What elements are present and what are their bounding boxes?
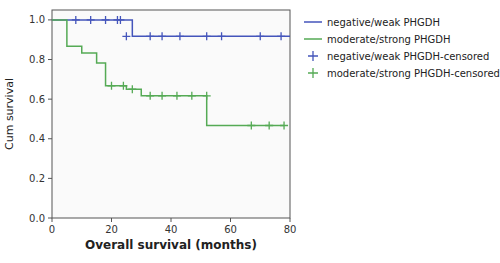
y-tick (48, 59, 52, 60)
y-tick-label: 0.6 (29, 94, 45, 105)
legend-label: negative/weak PHGDH-censored (327, 51, 489, 62)
x-tick (171, 218, 172, 222)
censored-mark (119, 82, 127, 90)
legend-label: negative/weak PHGDH (327, 17, 440, 28)
legend-label: moderate/strong PHGDH (327, 34, 451, 45)
x-tick (111, 218, 112, 222)
censored-mark (280, 121, 288, 129)
y-tick (48, 19, 52, 20)
censored-mark (203, 32, 211, 40)
legend-swatch (308, 51, 318, 61)
censored-mark (188, 92, 196, 100)
x-tick (290, 218, 291, 222)
censored-mark (102, 16, 110, 24)
y-tick-label: 0.4 (29, 133, 45, 144)
censored-mark (218, 32, 226, 40)
legend-label: moderate/strong PHGDH-censored (327, 68, 500, 79)
censored-mark (116, 16, 124, 24)
y-tick-label: 0.0 (29, 213, 45, 224)
censored-mark (128, 85, 136, 93)
censored-mark (158, 92, 166, 100)
censored-mark (256, 32, 264, 40)
plot-area (52, 10, 290, 218)
x-axis-label: Overall survival (months) (85, 238, 257, 252)
censored-mark (146, 92, 154, 100)
data-layer (52, 16, 290, 130)
y-tick (48, 178, 52, 179)
y-tick-label: 0.8 (29, 54, 45, 65)
x-tick-label: 0 (49, 224, 55, 235)
survival-curve (52, 20, 284, 126)
censored-mark (87, 16, 95, 24)
censored-mark (108, 82, 116, 90)
x-tick (52, 218, 53, 222)
censored-mark (173, 92, 181, 100)
legend-swatch (304, 21, 322, 23)
x-tick-label: 40 (165, 224, 178, 235)
censored-mark (265, 121, 273, 129)
x-tick-label: 20 (105, 224, 118, 235)
y-tick-label: 1.0 (29, 14, 45, 25)
x-tick-label: 80 (284, 224, 297, 235)
x-tick (230, 218, 231, 222)
censored-mark (203, 92, 211, 100)
censored-mark (158, 32, 166, 40)
censored-mark (176, 32, 184, 40)
censored-mark (122, 32, 130, 40)
y-tick (48, 218, 52, 219)
censored-mark (72, 16, 80, 24)
plot-frame (52, 10, 290, 218)
y-tick-label: 0.2 (29, 173, 45, 184)
censored-mark (146, 32, 154, 40)
x-tick-label: 60 (224, 224, 237, 235)
survival-curve (52, 20, 290, 36)
censored-mark (277, 32, 285, 40)
y-tick (48, 138, 52, 139)
legend-swatch (304, 38, 322, 40)
censored-mark (247, 121, 255, 129)
y-tick (48, 99, 52, 100)
legend-swatch (308, 68, 318, 78)
y-axis-label: Cum survival (3, 78, 16, 150)
